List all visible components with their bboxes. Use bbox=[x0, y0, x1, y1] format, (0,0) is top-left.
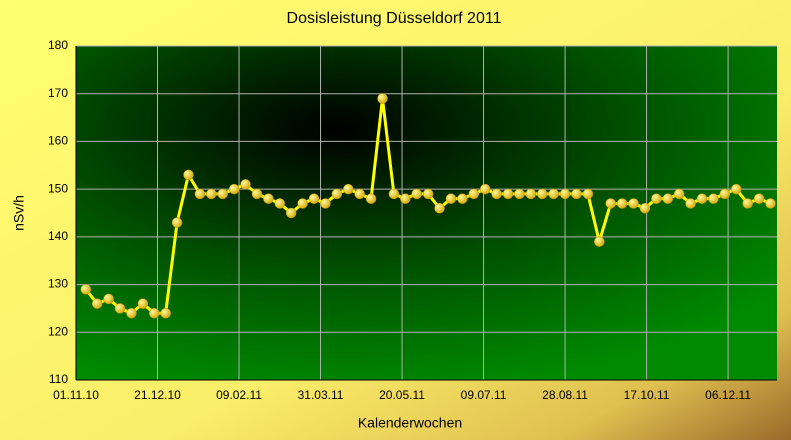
data-point bbox=[422, 188, 434, 200]
data-point bbox=[719, 188, 731, 200]
data-point bbox=[616, 198, 628, 209]
data-point bbox=[571, 188, 582, 200]
y-tick-label: 130 bbox=[48, 277, 68, 291]
data-point bbox=[388, 188, 400, 200]
data-point bbox=[594, 236, 605, 247]
data-point bbox=[765, 198, 776, 209]
y-tick-label: 150 bbox=[48, 181, 68, 195]
data-point bbox=[525, 188, 537, 200]
y-tick-label: 170 bbox=[48, 86, 68, 100]
data-point bbox=[753, 193, 765, 204]
data-point bbox=[365, 193, 377, 204]
data-point bbox=[411, 188, 422, 200]
data-point bbox=[400, 193, 411, 204]
data-point bbox=[251, 188, 263, 200]
data-point bbox=[137, 298, 149, 309]
y-tick-label: 110 bbox=[49, 372, 68, 386]
data-point bbox=[91, 298, 103, 309]
data-point bbox=[377, 93, 388, 104]
plot-area bbox=[76, 46, 777, 380]
data-point bbox=[342, 183, 354, 195]
data-point bbox=[114, 303, 126, 314]
data-point bbox=[502, 188, 514, 200]
x-tick-label: 20.05.11 bbox=[379, 388, 425, 402]
chart-title: Dosisleistung Düsseldorf 2011 bbox=[287, 10, 502, 27]
data-point bbox=[514, 188, 525, 200]
data-point bbox=[651, 193, 662, 204]
y-tick-label: 180 bbox=[48, 38, 68, 52]
data-point bbox=[80, 284, 92, 295]
data-point bbox=[183, 169, 194, 181]
data-point bbox=[708, 193, 719, 204]
x-tick-label: 21.12.10 bbox=[134, 388, 181, 402]
data-point bbox=[434, 202, 445, 214]
data-point bbox=[479, 183, 491, 195]
data-point bbox=[457, 193, 468, 204]
data-point bbox=[696, 193, 708, 204]
data-point bbox=[730, 183, 742, 195]
data-point bbox=[308, 193, 320, 204]
data-point bbox=[126, 307, 137, 319]
x-tick-label: 06.12.11 bbox=[705, 388, 751, 402]
data-point bbox=[582, 188, 594, 200]
data-point bbox=[274, 198, 286, 209]
y-tick-label: 120 bbox=[48, 324, 68, 338]
y-tick-label: 160 bbox=[48, 134, 68, 148]
x-tick-label: 28.08.11 bbox=[542, 388, 588, 402]
x-tick-label: 09.07.11 bbox=[461, 388, 507, 402]
data-point bbox=[605, 198, 616, 209]
x-tick-label: 17.10.11 bbox=[624, 388, 670, 402]
data-point bbox=[331, 188, 343, 200]
data-point bbox=[217, 188, 228, 200]
data-point bbox=[559, 188, 571, 200]
data-point bbox=[103, 293, 114, 305]
data-point bbox=[149, 307, 160, 319]
data-point bbox=[742, 198, 753, 209]
data-point bbox=[194, 188, 206, 200]
data-point bbox=[536, 188, 548, 200]
data-point bbox=[548, 188, 559, 200]
data-point bbox=[285, 207, 297, 219]
y-tick-label: 140 bbox=[48, 229, 68, 243]
y-axis-title: nSv/h bbox=[11, 195, 27, 231]
data-point bbox=[662, 193, 674, 204]
data-point bbox=[240, 179, 251, 190]
data-point bbox=[160, 307, 171, 319]
data-point bbox=[639, 202, 651, 214]
data-point bbox=[354, 188, 365, 200]
data-point bbox=[297, 198, 308, 209]
x-tick-label: 31.03.11 bbox=[298, 388, 344, 402]
data-point bbox=[320, 198, 331, 209]
data-point bbox=[445, 193, 457, 204]
data-point bbox=[468, 188, 480, 200]
data-point bbox=[171, 217, 183, 228]
x-tick-label: 01.11.10 bbox=[53, 388, 99, 402]
data-point bbox=[685, 198, 696, 209]
x-tick-label: 09.02.11 bbox=[216, 388, 262, 402]
data-point bbox=[206, 188, 217, 200]
data-point bbox=[263, 193, 274, 204]
data-point bbox=[673, 188, 685, 200]
data-point bbox=[491, 188, 502, 200]
x-axis-title: Kalenderwochen bbox=[358, 415, 462, 431]
data-point bbox=[628, 198, 639, 209]
data-point bbox=[228, 183, 240, 195]
